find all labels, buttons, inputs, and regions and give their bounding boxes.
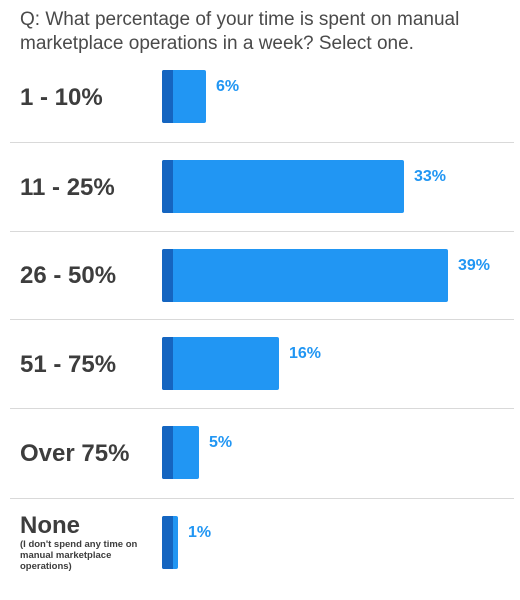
row-divider: [10, 142, 514, 143]
question-text: Q: What percentage of your time is spent…: [20, 9, 460, 54]
chart-row: 51 - 75% 16%: [0, 320, 520, 409]
bar: [162, 426, 199, 479]
chart-row: Over 75% 5%: [0, 409, 520, 499]
value-label: 39%: [458, 257, 491, 274]
category-label: 1 - 10%: [20, 84, 103, 111]
chart-row: 11 - 25% 33%: [0, 143, 520, 232]
value-label: 6%: [216, 78, 240, 95]
chart-row: 26 - 50% 39%: [0, 232, 520, 320]
bar: [162, 337, 279, 390]
value-label: 33%: [414, 168, 447, 185]
bar: [162, 160, 404, 213]
category-label: Over 75%: [20, 440, 130, 467]
row-divider: [10, 319, 514, 320]
category-label: None (I don't spend any time on manual ma…: [20, 499, 145, 594]
bar: [162, 249, 448, 302]
category-label-note: (I don't spend any time on manual market…: [20, 539, 138, 572]
category-label: 26 - 50%: [20, 262, 117, 289]
bar: [162, 70, 206, 123]
chart-row: None (I don't spend any time on manual ma…: [0, 499, 520, 594]
category-label-main: None: [20, 512, 80, 539]
chart-row: 1 - 10% 6%: [0, 53, 520, 143]
row-divider: [10, 498, 514, 499]
value-label: 5%: [209, 434, 233, 451]
row-divider: [10, 231, 514, 232]
value-label: 1%: [188, 524, 212, 541]
category-label: 51 - 75%: [20, 350, 117, 378]
category-label: 11 - 25%: [20, 173, 115, 201]
bar: [162, 516, 178, 569]
value-label: 16%: [289, 345, 322, 362]
row-divider: [10, 408, 514, 409]
